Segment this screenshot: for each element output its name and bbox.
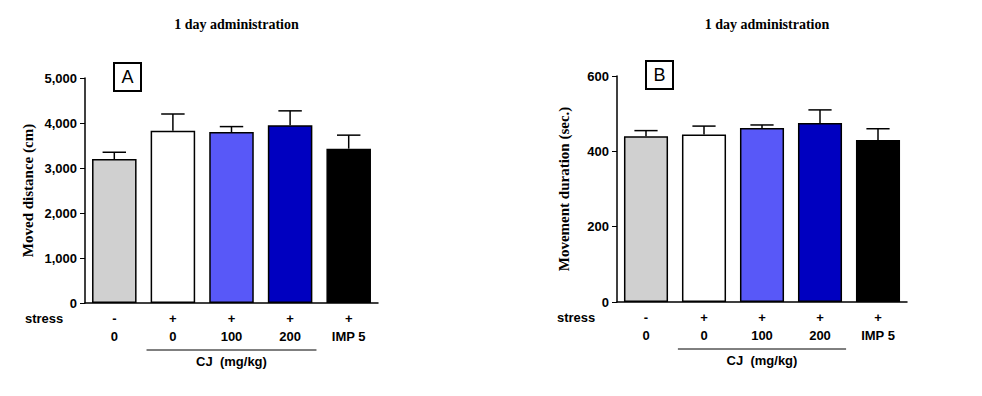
svg-text:200: 200 <box>809 328 831 343</box>
svg-text:200: 200 <box>587 219 609 234</box>
svg-text:stress: stress <box>25 311 63 326</box>
svg-text:1 day administration: 1 day administration <box>705 17 830 32</box>
svg-text:CJ (mg/kg): CJ (mg/kg) <box>196 354 267 369</box>
svg-text:5,000: 5,000 <box>44 71 77 86</box>
svg-text:Movement duration (sec.): Movement duration (sec.) <box>556 107 573 272</box>
svg-text:stress: stress <box>557 310 595 325</box>
svg-text:600: 600 <box>587 69 609 84</box>
svg-text:400: 400 <box>587 144 609 159</box>
svg-text:0: 0 <box>111 329 118 344</box>
svg-text:+: + <box>169 311 177 326</box>
svg-text:1,000: 1,000 <box>44 251 77 266</box>
svg-text:A: A <box>121 67 133 87</box>
svg-text:0: 0 <box>70 296 77 311</box>
svg-text:3,000: 3,000 <box>44 161 77 176</box>
svg-text:-: - <box>644 310 648 325</box>
svg-text:100: 100 <box>221 329 243 344</box>
svg-text:100: 100 <box>751 328 773 343</box>
svg-text:IMP 5: IMP 5 <box>861 328 895 343</box>
svg-text:Moved distance (cm): Moved distance (cm) <box>20 124 37 257</box>
svg-text:2,000: 2,000 <box>44 206 77 221</box>
svg-text:0: 0 <box>642 328 649 343</box>
svg-text:IMP 5: IMP 5 <box>332 329 366 344</box>
svg-text:+: + <box>816 310 824 325</box>
svg-text:+: + <box>286 311 294 326</box>
svg-text:200: 200 <box>279 329 301 344</box>
svg-text:+: + <box>874 310 882 325</box>
svg-text:4,000: 4,000 <box>44 116 77 131</box>
svg-text:0: 0 <box>169 329 176 344</box>
svg-text:+: + <box>345 311 353 326</box>
svg-text:0: 0 <box>700 328 707 343</box>
svg-text:+: + <box>758 310 766 325</box>
svg-text:B: B <box>653 65 665 85</box>
svg-text:+: + <box>228 311 236 326</box>
svg-text:+: + <box>700 310 708 325</box>
svg-text:-: - <box>112 311 116 326</box>
svg-text:CJ (mg/kg): CJ (mg/kg) <box>727 353 798 368</box>
svg-text:0: 0 <box>602 295 609 310</box>
svg-text:1 day administration: 1 day administration <box>174 17 299 32</box>
